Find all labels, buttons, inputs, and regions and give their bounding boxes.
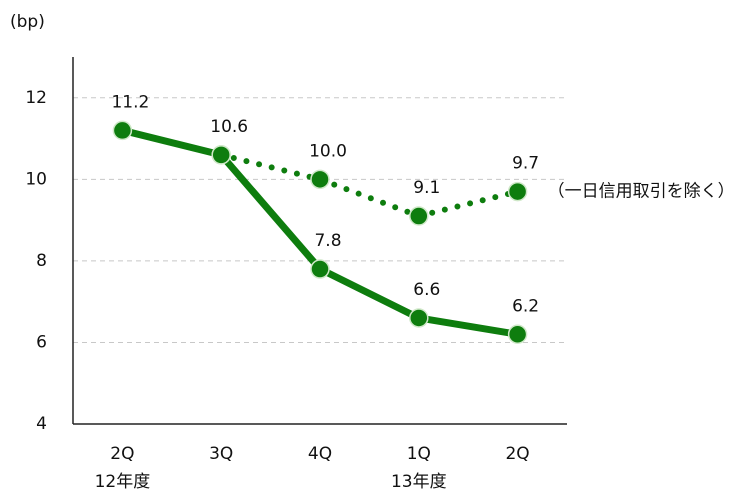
data-label: 6.6 [413, 280, 440, 300]
y-tick-label: 12 [25, 88, 47, 108]
series-annotation: （一日信用取引を除く） [548, 182, 735, 202]
data-point [310, 169, 330, 190]
x-tick-label: 1Q [407, 444, 431, 464]
data-label: 11.2 [111, 92, 149, 112]
x-tick-label: 3Q [209, 444, 233, 464]
data-label: 9.7 [512, 154, 539, 174]
data-point [507, 324, 528, 345]
y-tick-label: 6 [36, 332, 47, 352]
x-tick-label: 4Q [308, 444, 332, 464]
x-tick-label: 2Q [505, 444, 529, 464]
data-label: 10.6 [210, 117, 248, 137]
data-point [507, 181, 528, 202]
x-tick-label: 2Q [110, 444, 134, 464]
data-point [310, 259, 330, 279]
x-group-label: 13年度 [391, 472, 447, 492]
data-point [112, 120, 133, 141]
data-point [211, 145, 231, 165]
y-tick-label: 10 [25, 169, 47, 189]
data-point [409, 206, 429, 226]
data-label: 9.1 [413, 178, 440, 198]
data-label: 10.0 [309, 141, 347, 161]
data-point [409, 308, 429, 328]
y-axis-label: (bp) [10, 12, 45, 32]
x-group-label: 12年度 [95, 472, 151, 492]
y-tick-label: 4 [36, 414, 47, 434]
y-tick-label: 8 [36, 251, 47, 271]
data-label: 6.2 [512, 296, 539, 316]
data-label: 7.8 [314, 231, 341, 251]
series-line [218, 151, 521, 220]
